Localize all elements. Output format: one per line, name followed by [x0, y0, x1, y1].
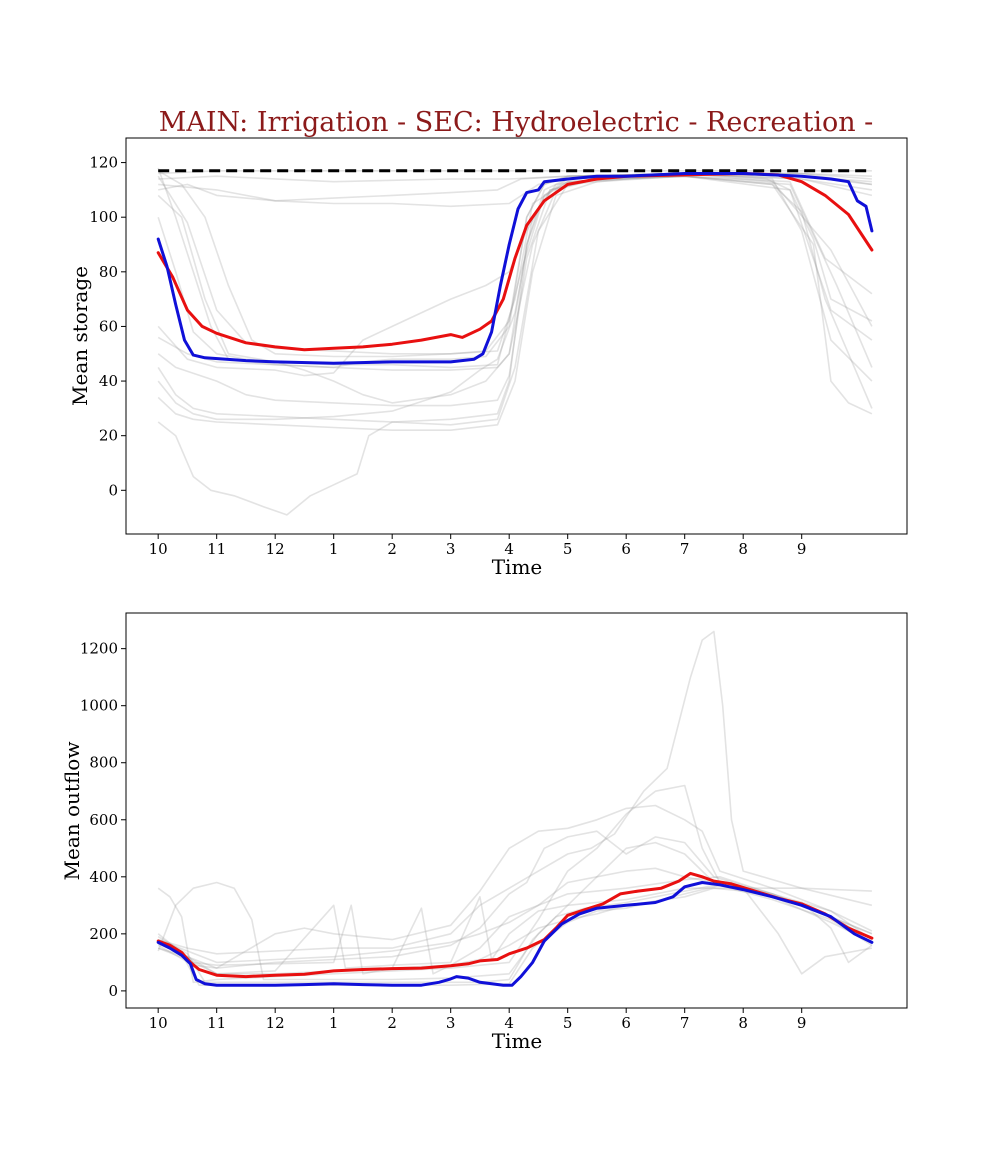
storage-x-tick-label: 8 [738, 540, 748, 558]
storage-x-tick-label: 2 [387, 540, 397, 558]
outflow-y-tick-label: 400 [89, 868, 118, 886]
storage-x-tick-label: 7 [680, 540, 690, 558]
storage-background-line-8 [157, 175, 873, 516]
storage-background-line-9 [157, 175, 873, 407]
outflow-x-tick-label: 7 [680, 1014, 690, 1032]
outflow-x-tick-label: 6 [621, 1014, 631, 1032]
storage-y-tick-label: 100 [89, 208, 118, 226]
storage-y-tick-label: 40 [99, 372, 118, 390]
storage-y-tick-label: 120 [89, 154, 118, 172]
outflow-y-tick-label: 200 [89, 925, 118, 943]
outflow-y-tick-label: 0 [108, 982, 118, 1000]
outflow-x-tick-label: 10 [149, 1014, 168, 1032]
storage-plot-frame [125, 137, 908, 535]
outflow-y-tick-label: 1000 [80, 697, 118, 715]
outflow-x-tick-label: 9 [797, 1014, 807, 1032]
chart-title: MAIN: Irrigation - SEC: Hydroelectric - … [159, 107, 874, 138]
storage-x-label: Time [492, 555, 543, 579]
storage-x-tick-label: 11 [207, 540, 226, 558]
storage-y-axis: 0 20 40 60 80 100 120 [89, 154, 126, 499]
storage-x-tick-label: 1 [329, 540, 339, 558]
outflow-series [156, 871, 874, 987]
outflow-x-axis: 10 11 12 1 2 3 4 5 6 7 8 9 [149, 1008, 807, 1032]
outflow-x-tick-label: 1 [329, 1014, 339, 1032]
storage-x-tick-label: 6 [621, 540, 631, 558]
storage-y-tick-label: 0 [108, 481, 118, 499]
storage-x-tick-label: 12 [266, 540, 285, 558]
storage-background-line-5 [157, 175, 873, 409]
storage-x-tick-label: 3 [446, 540, 456, 558]
outflow-y-tick-label: 1200 [80, 640, 118, 658]
outflow-y-label: Mean outflow [60, 742, 84, 881]
outflow-series-blue [156, 881, 874, 987]
outflow-x-tick-label: 3 [446, 1014, 456, 1032]
storage-background-line-6 [157, 172, 873, 426]
storage-x-tick-label: 9 [797, 540, 807, 558]
storage-series-blue [156, 172, 874, 365]
outflow-background-line-7 [157, 884, 873, 984]
storage-x-tick-label: 5 [563, 540, 573, 558]
storage-x-tick-label: 4 [504, 540, 514, 558]
outflow-y-tick-label: 800 [89, 754, 118, 772]
outflow-x-tick-label: 5 [563, 1014, 573, 1032]
outflow-background-line-5 [157, 867, 873, 975]
outflow-background-line-6 [157, 887, 873, 975]
outflow-x-tick-label: 4 [504, 1014, 514, 1032]
storage-background-line-14 [157, 170, 873, 358]
outflow-background-line-3 [157, 804, 873, 969]
outflow-x-tick-label: 11 [207, 1014, 226, 1032]
outflow-x-tick-label: 2 [387, 1014, 397, 1032]
storage-x-tick-label: 10 [149, 540, 168, 558]
storage-x-axis: 10 11 12 1 2 3 4 5 6 7 8 9 [149, 534, 807, 558]
storage-background-line-7 [157, 175, 873, 431]
outflow-x-tick-label: 8 [738, 1014, 748, 1032]
outflow-series-red [156, 871, 874, 979]
storage-y-tick-label: 80 [99, 263, 118, 281]
outflow-background-lines [157, 630, 873, 986]
outflow-background-line-4 [157, 830, 873, 969]
storage-y-tick-label: 60 [99, 317, 118, 335]
outflow-background-line-9 [157, 876, 873, 964]
outflow-y-tick-label: 600 [89, 811, 118, 829]
outflow-x-tick-label: 12 [266, 1014, 285, 1032]
storage-series [156, 172, 874, 365]
storage-background-line-4 [157, 172, 873, 382]
outflow-x-label: Time [492, 1029, 543, 1053]
outflow-y-axis: 0 200 400 600 800 1000 1200 [80, 640, 126, 1000]
outflow-plot-frame [125, 612, 908, 1009]
storage-y-label: Mean storage [68, 266, 92, 406]
outflow-background-line-2 [157, 630, 873, 955]
storage-y-tick-label: 20 [99, 427, 118, 445]
